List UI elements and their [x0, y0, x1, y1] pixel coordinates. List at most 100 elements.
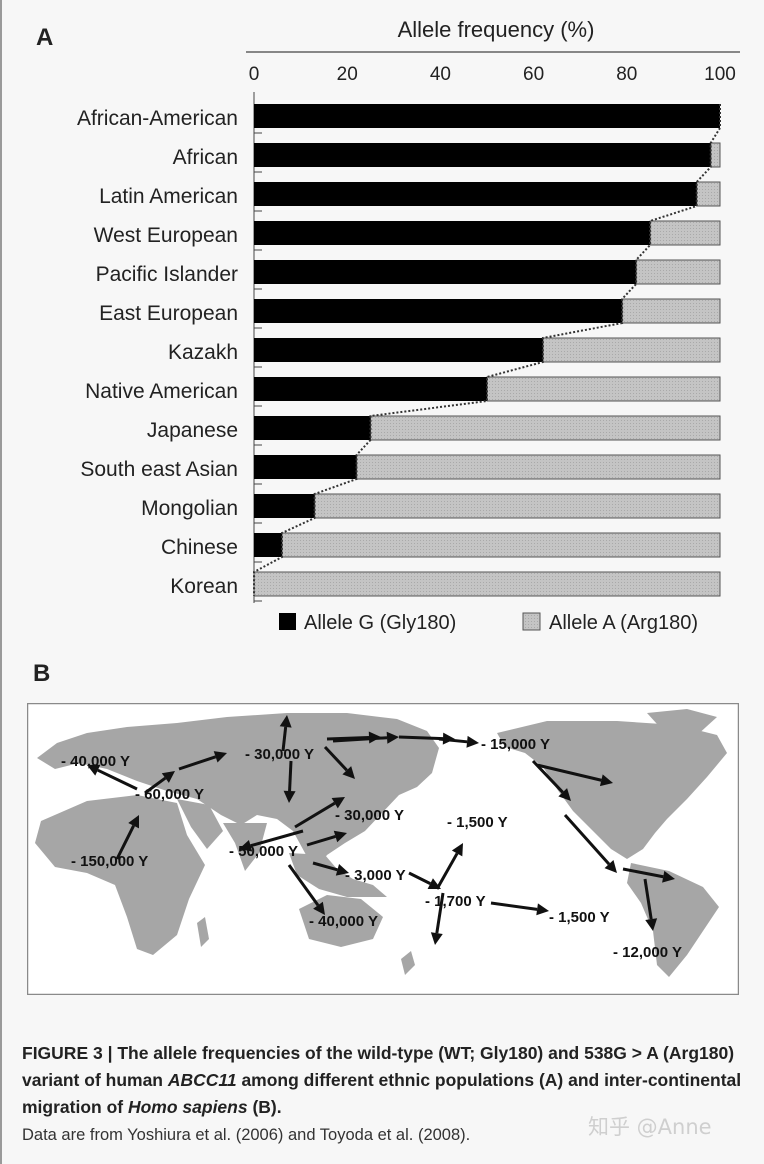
category-label: Japanese — [147, 419, 238, 442]
migration-time-label: - 150,000 Y — [71, 853, 148, 870]
bar-allele-g — [254, 182, 697, 206]
bar-allele-g — [254, 299, 623, 323]
migration-arrow — [178, 751, 227, 771]
migration-arrow — [287, 864, 325, 915]
category-label: West European — [94, 224, 238, 247]
migration-arrow — [283, 760, 296, 803]
greenland — [647, 709, 717, 737]
migration-time-label: - 12,000 Y — [613, 944, 682, 961]
category-label: Latin American — [99, 185, 238, 208]
bar-allele-a — [542, 337, 721, 363]
migration-time-label: - 30,000 Y — [335, 807, 404, 824]
migration-arrow — [490, 901, 549, 916]
bar-allele-g — [254, 260, 637, 284]
new-zealand — [401, 951, 415, 975]
caption-text-1: FIGURE 3 | The allele frequencies of the… — [22, 1043, 735, 1090]
migration-arrow — [294, 797, 345, 829]
category-label: Pacific Islander — [96, 263, 238, 286]
bar-allele-a — [696, 181, 721, 207]
south-america — [627, 863, 719, 977]
bar-allele-g — [254, 494, 315, 518]
madagascar — [197, 917, 209, 947]
migration-time-label: - 3,000 Y — [345, 867, 406, 884]
japan — [349, 765, 369, 805]
category-label: African — [173, 146, 238, 169]
bar-allele-a — [486, 376, 721, 402]
north-america — [497, 721, 727, 859]
panel-a-label: A — [36, 24, 54, 51]
migration-arrow — [435, 843, 463, 890]
migration-arrow — [622, 867, 675, 883]
migration-time-label: - 1,700 Y — [425, 893, 486, 910]
migration-arrow — [536, 763, 613, 787]
bar-allele-a — [356, 454, 721, 480]
arabia — [177, 799, 223, 849]
migration-time-label: - 30,000 Y — [245, 746, 314, 763]
migration-arrow — [332, 731, 399, 744]
x-tick-label: 20 — [337, 64, 358, 85]
allele-frequency-chart: Allele frequency (%) 0 20 40 60 80 100 Africa… — [77, 17, 740, 634]
legend-swatch-a — [522, 612, 541, 631]
migration-arrow — [239, 829, 304, 852]
migration-arrow — [323, 745, 355, 779]
migration-arrow — [563, 813, 617, 873]
bar-allele-g — [254, 533, 282, 557]
caption-species: Homo sapiens — [127, 1097, 248, 1117]
panel-b-label: B — [33, 660, 51, 687]
migration-time-label: - 15,000 Y — [481, 736, 550, 753]
bar-allele-a — [635, 259, 721, 285]
migration-time-label: - 60,000 Y — [135, 786, 204, 803]
caption-gene: ABCC11 — [167, 1070, 237, 1090]
bar-allele-g — [254, 416, 371, 440]
bar-allele-g — [254, 104, 720, 128]
africa — [35, 795, 205, 955]
bar-allele-a — [370, 415, 721, 441]
legend-label-g: Allele G (Gly180) — [304, 612, 456, 634]
category-label: Mongolian — [141, 497, 238, 520]
category-label: African-American — [77, 107, 238, 130]
x-tick-label: 80 — [616, 64, 637, 85]
category-label: Korean — [170, 575, 238, 598]
migration-time-label: - 1,500 Y — [447, 814, 508, 831]
bar-allele-g — [254, 221, 651, 245]
x-tick-label: 0 — [249, 64, 260, 85]
bar-allele-a — [710, 142, 721, 168]
bar-allele-a — [281, 532, 721, 558]
migration-arrow — [430, 892, 445, 945]
bar-allele-a — [649, 220, 721, 246]
caption-note: Data are from Yoshiura et al. (2006) and… — [22, 1126, 471, 1144]
trend-dotted-line — [253, 104, 721, 596]
category-label: South east Asian — [80, 458, 238, 481]
migration-time-label: - 40,000 Y — [61, 753, 130, 770]
migration-map: - 40,000 Y - 60,000 Y - 30,000 Y - 15,000 Y… — [27, 703, 739, 995]
legend-swatch-g — [279, 613, 296, 630]
caption-text-2: among different ethnic populations (A) a… — [22, 1070, 742, 1117]
x-tick-label: 40 — [430, 64, 451, 85]
x-tick-label: 60 — [523, 64, 544, 85]
migration-arrow — [144, 771, 175, 795]
migration-arrow — [87, 764, 138, 791]
migration-time-label: - 1,500 Y — [549, 909, 610, 926]
migration-arrow — [438, 735, 479, 748]
category-label: East European — [99, 302, 238, 325]
bar-allele-g — [254, 455, 357, 479]
x-tick-label: 100 — [704, 64, 736, 85]
migration-arrow — [643, 878, 658, 931]
caption-text-3: (B). — [247, 1097, 282, 1117]
page-left-border — [0, 0, 2, 1164]
legend-label-a: Allele A (Arg180) — [549, 612, 698, 634]
migration-arrow — [279, 715, 292, 752]
migration-arrow — [306, 830, 347, 847]
eurasia — [37, 713, 439, 871]
bar-allele-g — [254, 338, 543, 362]
migration-time-label: - 40,000 Y — [309, 913, 378, 930]
bar-allele-g — [254, 143, 711, 167]
bar-allele-a — [314, 493, 721, 519]
chart-title: Allele frequency (%) — [398, 17, 595, 42]
migration-arrow — [115, 815, 139, 860]
watermark: 知乎 @Anne — [588, 1115, 712, 1139]
figure-caption: FIGURE 3 | The allele frequencies of the… — [22, 1040, 752, 1149]
migration-arrow — [312, 861, 349, 876]
category-label: Kazakh — [168, 341, 238, 364]
bar-allele-g — [254, 377, 487, 401]
